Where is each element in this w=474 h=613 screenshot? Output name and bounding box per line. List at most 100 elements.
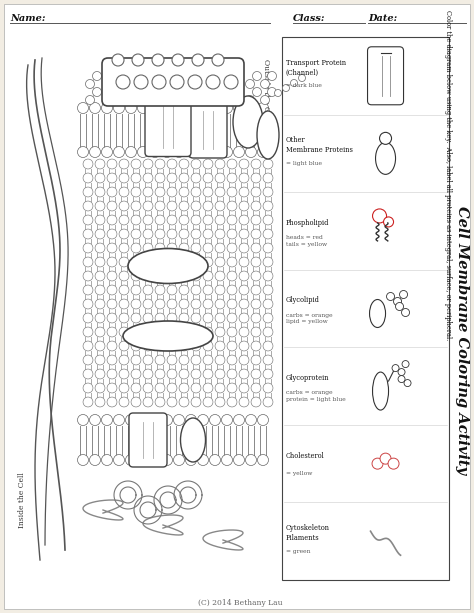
Circle shape xyxy=(203,397,213,407)
Circle shape xyxy=(95,397,105,407)
Ellipse shape xyxy=(257,111,279,159)
Text: = green: = green xyxy=(286,549,310,554)
Circle shape xyxy=(131,271,141,281)
Circle shape xyxy=(188,75,202,89)
Circle shape xyxy=(224,75,238,89)
Circle shape xyxy=(143,229,153,239)
FancyBboxPatch shape xyxy=(129,413,167,467)
Circle shape xyxy=(215,299,225,309)
Circle shape xyxy=(155,201,165,211)
FancyBboxPatch shape xyxy=(189,102,227,158)
Circle shape xyxy=(239,173,249,183)
Circle shape xyxy=(133,88,142,96)
Circle shape xyxy=(239,201,249,211)
Circle shape xyxy=(185,414,197,425)
Circle shape xyxy=(167,187,177,197)
Circle shape xyxy=(83,271,93,281)
Circle shape xyxy=(203,257,213,267)
Circle shape xyxy=(263,271,273,281)
Circle shape xyxy=(134,75,148,89)
Circle shape xyxy=(263,299,273,309)
Circle shape xyxy=(132,54,144,66)
Circle shape xyxy=(227,327,237,337)
Circle shape xyxy=(299,75,306,82)
Circle shape xyxy=(119,187,129,197)
Circle shape xyxy=(126,102,137,113)
Circle shape xyxy=(107,327,117,337)
Circle shape xyxy=(203,285,213,295)
Circle shape xyxy=(388,458,399,469)
Circle shape xyxy=(155,243,165,253)
Circle shape xyxy=(137,454,148,465)
Circle shape xyxy=(251,327,261,337)
Circle shape xyxy=(203,355,213,365)
Circle shape xyxy=(152,75,166,89)
Circle shape xyxy=(257,454,268,465)
Circle shape xyxy=(372,458,383,469)
Circle shape xyxy=(137,102,148,113)
Circle shape xyxy=(95,327,105,337)
Circle shape xyxy=(131,341,141,351)
Circle shape xyxy=(283,85,290,91)
Circle shape xyxy=(126,80,135,88)
Circle shape xyxy=(131,159,141,169)
Circle shape xyxy=(119,341,129,351)
Circle shape xyxy=(131,187,141,197)
Text: Color the diagram below using the key.  Also, label all proteins as integral, su: Color the diagram below using the key. A… xyxy=(444,10,452,340)
Circle shape xyxy=(143,243,153,253)
Circle shape xyxy=(137,147,148,158)
Circle shape xyxy=(95,215,105,225)
Circle shape xyxy=(179,173,189,183)
Circle shape xyxy=(395,302,403,311)
Circle shape xyxy=(251,341,261,351)
Circle shape xyxy=(106,96,115,104)
Circle shape xyxy=(393,297,401,305)
Circle shape xyxy=(210,147,220,158)
Circle shape xyxy=(402,360,409,368)
Circle shape xyxy=(251,369,261,379)
FancyBboxPatch shape xyxy=(145,94,191,156)
Circle shape xyxy=(263,327,273,337)
Circle shape xyxy=(291,80,298,86)
Circle shape xyxy=(126,96,135,104)
Circle shape xyxy=(155,299,165,309)
Circle shape xyxy=(227,341,237,351)
Circle shape xyxy=(179,369,189,379)
Circle shape xyxy=(191,383,201,393)
Circle shape xyxy=(215,313,225,323)
Circle shape xyxy=(107,355,117,365)
Circle shape xyxy=(83,327,93,337)
Circle shape xyxy=(191,355,201,365)
Circle shape xyxy=(239,215,249,225)
Circle shape xyxy=(239,397,249,407)
Circle shape xyxy=(92,88,101,96)
Circle shape xyxy=(215,383,225,393)
Circle shape xyxy=(263,257,273,267)
Circle shape xyxy=(179,313,189,323)
Circle shape xyxy=(112,88,121,96)
Circle shape xyxy=(251,243,261,253)
Circle shape xyxy=(191,397,201,407)
Circle shape xyxy=(83,397,93,407)
Circle shape xyxy=(119,369,129,379)
Circle shape xyxy=(263,355,273,365)
Circle shape xyxy=(155,383,165,393)
Text: Other
Membrane Proteins: Other Membrane Proteins xyxy=(286,137,353,154)
Circle shape xyxy=(261,96,270,104)
Circle shape xyxy=(155,341,165,351)
Circle shape xyxy=(191,215,201,225)
Circle shape xyxy=(173,147,184,158)
Circle shape xyxy=(246,414,256,425)
Circle shape xyxy=(107,257,117,267)
Ellipse shape xyxy=(128,248,208,283)
Circle shape xyxy=(210,102,220,113)
Circle shape xyxy=(167,173,177,183)
Circle shape xyxy=(227,369,237,379)
Circle shape xyxy=(215,285,225,295)
Circle shape xyxy=(239,285,249,295)
Circle shape xyxy=(239,229,249,239)
Circle shape xyxy=(215,229,225,239)
Ellipse shape xyxy=(375,142,395,174)
Circle shape xyxy=(227,187,237,197)
Circle shape xyxy=(191,229,201,239)
